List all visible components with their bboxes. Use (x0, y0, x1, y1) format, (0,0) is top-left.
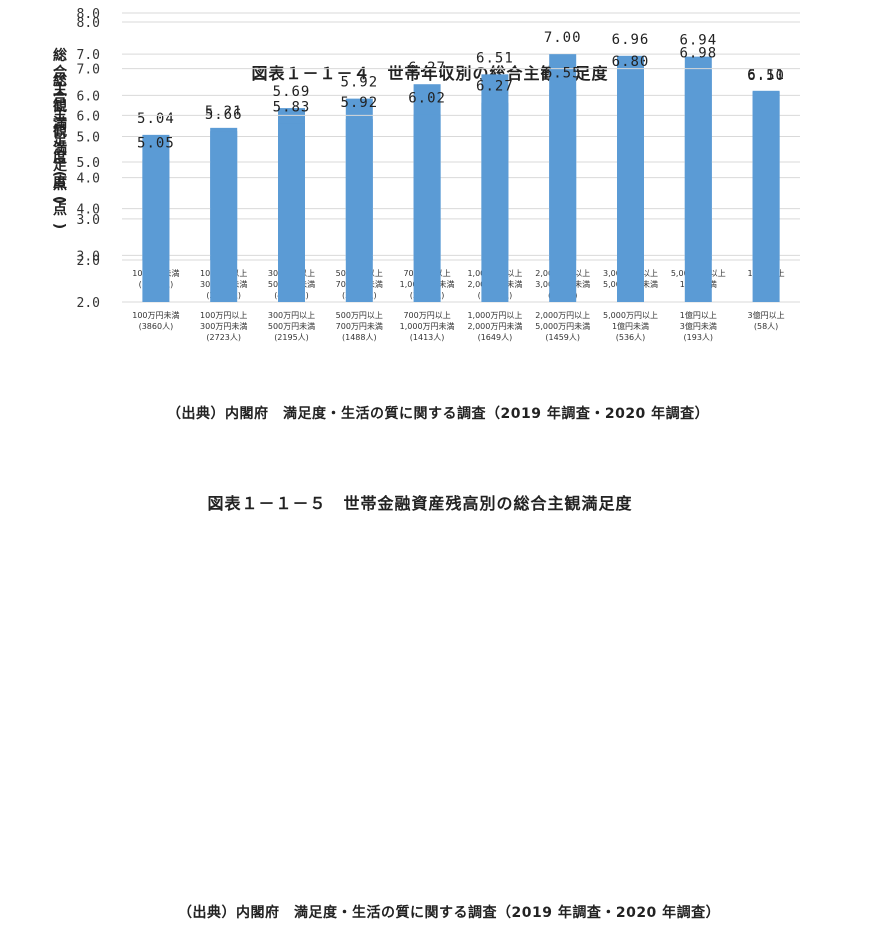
x-tick-label: 700万円以上 (403, 311, 450, 320)
data-label: 6.27 (476, 79, 514, 95)
y-axis-label-char: 足 (53, 158, 68, 174)
y-axis-label-char: 主 (53, 106, 67, 123)
y-axis-label-char: 度 (53, 174, 68, 191)
x-tick-label: (536人) (616, 333, 646, 342)
data-label: 6.55 (544, 66, 582, 82)
data-label: 6.50 (747, 68, 785, 84)
y-axis-label-char: ) (51, 198, 67, 204)
y-axis-label-char: 主 (53, 81, 67, 98)
y-axis-label-char: ( (51, 171, 67, 177)
y-tick-label: 3.0 (77, 213, 100, 228)
y-axis-label-char: 総 (53, 47, 67, 64)
bar (413, 114, 441, 303)
y-tick-label: 2.0 (77, 254, 100, 269)
x-tick-label: 1,000万円未満 (400, 321, 455, 331)
x-tick-label: 2,000万円以上 (535, 311, 590, 320)
y-tick-label: 7.0 (77, 48, 100, 63)
x-tick-label: (1459人) (545, 333, 580, 342)
y-axis-label-char: 点 (53, 176, 67, 193)
source-note: （出典）内閣府 満足度・生活の質に関する調査（2019 年調査・2020 年調査… (167, 406, 710, 422)
bar (549, 89, 577, 303)
chart-block-assets: 図表１－１－５ 世帯金融資産残高別の総合主観満足度 (0, 470, 886, 933)
y-axis-label-char: 満 (53, 140, 67, 157)
bar (481, 102, 509, 302)
y-tick-label: 8.0 (77, 16, 100, 31)
y-tick-label: 4.0 (77, 172, 100, 187)
x-tick-label: (1413人) (410, 333, 445, 342)
y-axis-label-char: 点 (53, 201, 67, 218)
x-tick-label: (3860人) (139, 322, 174, 331)
x-tick-label: 100万円以上 (200, 311, 247, 320)
x-tick-label: 2,000万円未満 (467, 321, 522, 331)
data-label: 6.51 (476, 50, 514, 66)
data-label: 6.98 (679, 46, 717, 62)
y-tick-label: 3.0 (77, 249, 100, 264)
data-label: 5.66 (205, 107, 243, 123)
source-note: （出典）内閣府 満足度・生活の質に関する調査（2019 年調査・2020 年調査… (178, 905, 721, 921)
y-axis-label-char: 満 (53, 115, 67, 132)
x-tick-label: 500万円以上 (336, 311, 383, 320)
y-tick-label: 6.0 (77, 109, 100, 124)
data-label: 5.69 (273, 84, 311, 100)
y-axis-label-char: 合 (53, 89, 68, 106)
y-tick-label: 8.0 (77, 7, 100, 22)
x-tick-label: 5,000万円未満 (535, 321, 590, 331)
data-label: 6.11 (747, 67, 785, 83)
y-axis-label-char: 観 (53, 98, 67, 115)
y-axis-label-char: ( (51, 196, 67, 202)
y-axis-label-char: 合 (53, 64, 68, 81)
data-label: 5.92 (340, 95, 378, 111)
bar (345, 119, 373, 302)
x-tick-label: 5,000万円以上 (603, 311, 658, 320)
chart-title: 図表１－１－５ 世帯金融資産残高別の総合主観満足度 (207, 494, 633, 513)
x-tick-label: 1億円以上 (680, 310, 717, 320)
x-tick-label: (2723人) (206, 333, 241, 342)
y-axis-label-char: 総 (53, 72, 67, 89)
x-tick-label: 700万円未満 (336, 321, 383, 331)
x-tick-label: (1649人) (478, 333, 513, 342)
bar (278, 123, 305, 303)
y-axis-label-char: 度 (53, 149, 68, 166)
bar (617, 78, 644, 302)
bar (684, 69, 712, 302)
x-tick-label: 500万円未満 (268, 321, 315, 331)
y-tick-label: 7.0 (77, 63, 100, 78)
data-label: 5.05 (137, 136, 175, 152)
x-tick-label: 300万円未満 (200, 321, 247, 331)
y-axis-label-char: 足 (53, 133, 68, 149)
x-tick-label: 300万円以上 (268, 311, 315, 320)
x-tick-label: 3億円以上 (748, 310, 785, 320)
y-tick-label: 5.0 (77, 156, 100, 171)
x-tick-label: 3億円未満 (680, 321, 717, 331)
x-tick-label: (193人) (684, 333, 714, 342)
bar (752, 92, 780, 302)
data-label: 7.00 (544, 30, 582, 46)
x-tick-label: (2195人) (274, 333, 309, 342)
x-tick-label: 100万円未満 (132, 310, 179, 320)
x-tick-label: 1,000万円以上 (467, 311, 522, 320)
bar (142, 159, 170, 302)
data-label: 6.96 (612, 32, 650, 48)
y-tick-label: 5.0 (77, 131, 100, 146)
data-label: 5.83 (273, 99, 311, 115)
data-label: 6.80 (612, 54, 650, 70)
data-label: 5.92 (340, 75, 378, 91)
bar (210, 131, 238, 302)
y-tick-label: 6.0 (77, 89, 100, 104)
x-tick-label: (1488人) (342, 333, 377, 342)
data-label: 6.94 (679, 33, 717, 49)
y-axis-label-char: ) (51, 223, 67, 229)
bar-chart-assets: 2.03.04.05.06.07.08.0総合主観満足度(点)5.05100万円… (51, 16, 800, 342)
x-tick-label: (58人) (754, 322, 778, 331)
y-tick-label: 4.0 (77, 203, 100, 218)
y-tick-label: 2.0 (77, 296, 100, 311)
data-label: 5.21 (205, 104, 243, 120)
y-axis-label-char: 観 (53, 123, 67, 140)
x-tick-label: 1億円未満 (612, 321, 649, 331)
data-label: 6.02 (408, 90, 446, 106)
